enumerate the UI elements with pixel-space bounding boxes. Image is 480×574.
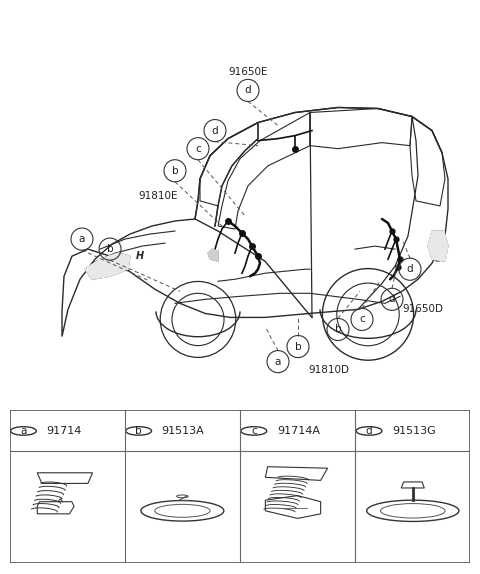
Text: 91810D: 91810D (308, 364, 349, 375)
Text: 91650E: 91650E (228, 67, 268, 77)
Text: d: d (407, 264, 413, 274)
Polygon shape (428, 231, 448, 261)
Text: b: b (172, 166, 178, 176)
Text: H: H (136, 251, 144, 261)
Text: b: b (135, 426, 142, 436)
Text: d: d (212, 126, 218, 135)
Text: b: b (335, 324, 341, 335)
Text: c: c (195, 144, 201, 154)
Text: 91714: 91714 (47, 426, 82, 436)
Text: d: d (366, 426, 372, 436)
Text: a: a (20, 426, 26, 436)
Text: 91513G: 91513G (392, 426, 436, 436)
Polygon shape (85, 253, 130, 279)
Text: d: d (245, 86, 252, 95)
Text: a: a (79, 234, 85, 244)
Text: 91714A: 91714A (277, 426, 320, 436)
Text: 91650D: 91650D (402, 304, 443, 315)
Text: b: b (107, 244, 113, 254)
Text: c: c (359, 315, 365, 324)
Polygon shape (208, 249, 218, 261)
Text: 91810E: 91810E (138, 191, 178, 201)
Text: b: b (295, 342, 301, 351)
Text: c: c (251, 426, 257, 436)
Text: 91513A: 91513A (162, 426, 204, 436)
Text: d: d (389, 294, 396, 304)
Text: a: a (275, 356, 281, 367)
